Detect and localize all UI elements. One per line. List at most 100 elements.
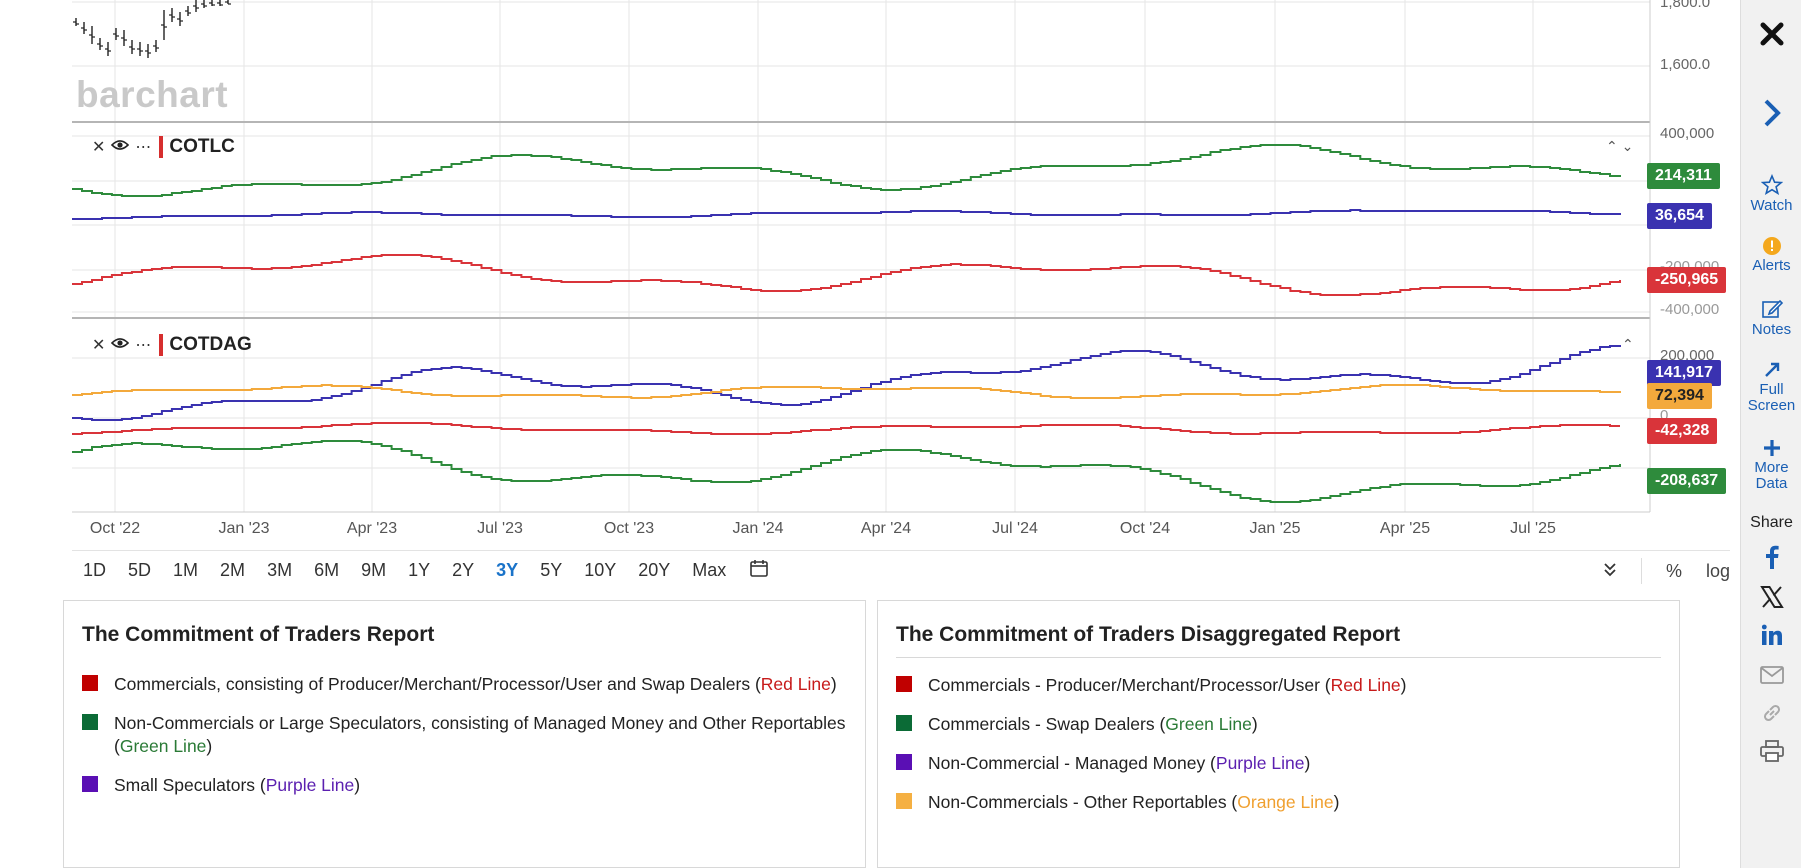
legend-text: Commercials - Swap Dealers (Green Line) xyxy=(928,714,1258,734)
legend-line-name: Red Line xyxy=(1330,675,1401,695)
range-button-10y[interactable]: 10Y xyxy=(584,560,617,580)
print-icon[interactable] xyxy=(1741,740,1801,762)
legend-swatch xyxy=(82,675,98,691)
chart-canvas[interactable] xyxy=(0,0,1740,550)
chart-area[interactable]: barchart 1,800.0 1,600.0 ✕ ⋯ COTLC ⌃ ⌄ 4… xyxy=(0,0,1740,550)
legend-text: Commercials - Producer/Merchant/Processo… xyxy=(928,675,1407,695)
cotlc-study-name: COTLC xyxy=(169,136,235,157)
time-axis-label: Oct '23 xyxy=(603,520,655,537)
close-pane-icon[interactable]: ✕ xyxy=(92,337,106,354)
time-axis-label: Oct '24 xyxy=(1119,520,1171,537)
range-button-5y[interactable]: 5Y xyxy=(540,560,563,580)
share-label: Share xyxy=(1750,514,1793,531)
cotdag-header: ✕ ⋯ COTDAG xyxy=(92,334,252,356)
more-options-icon[interactable]: ⋯ xyxy=(135,139,152,156)
cotdag-purple-value-badge: 141,917 xyxy=(1647,360,1721,386)
legend-item: Small Speculators (Purple Line) xyxy=(82,774,847,797)
range-selector: 1D 5D 1M 2M 3M 6M 9M 1Y 2Y 3Y 5Y 10Y 20Y Max xyxy=(72,560,737,581)
cotdag-green-line xyxy=(72,440,1621,503)
cotlc-axis-label: -400,000 xyxy=(1660,301,1720,318)
legend-item: Commercials - Producer/Merchant/Processo… xyxy=(896,674,1661,697)
notes-button[interactable]: Notes xyxy=(1741,298,1801,338)
legend-line-name: Orange Line xyxy=(1237,792,1334,812)
range-button-1y[interactable]: 1Y xyxy=(408,560,431,580)
legend-text: Non-Commercial - Managed Money (Purple L… xyxy=(928,753,1311,773)
facebook-icon[interactable] xyxy=(1741,545,1801,569)
legend-item: Commercials, consisting of Producer/Merc… xyxy=(82,673,847,696)
time-axis-label: Jan '23 xyxy=(218,520,270,537)
cotdag-red-line xyxy=(72,422,1620,435)
range-button-1m[interactable]: 1M xyxy=(173,560,199,580)
expand-arrow-icon xyxy=(1764,362,1779,377)
legend-text: Non-Commercials - Other Reportables (Ora… xyxy=(928,792,1340,812)
toolbar-divider xyxy=(1640,558,1642,584)
legend-text: Small Speculators (Purple Line) xyxy=(114,775,361,795)
eye-icon[interactable] xyxy=(111,138,130,156)
legend-line-name: Green Line xyxy=(119,736,207,756)
cotlc-purple-value-badge: 36,654 xyxy=(1647,203,1712,229)
range-button-max[interactable]: Max xyxy=(692,560,727,580)
linkedin-icon[interactable] xyxy=(1741,624,1801,646)
legend-item: Non-Commercials or Large Speculators, co… xyxy=(82,712,847,758)
cotlc-green-line xyxy=(72,144,1621,197)
cot-legend-list: Commercials, consisting of Producer/Merc… xyxy=(82,673,847,797)
legend-item: Non-Commercial - Managed Money (Purple L… xyxy=(896,752,1661,775)
cotdag-collapse-control[interactable]: ⌃ xyxy=(1622,336,1634,352)
chart-pane-bg xyxy=(72,126,1650,312)
legend-item: Non-Commercials - Other Reportables (Ora… xyxy=(896,791,1661,814)
time-axis-label: Jul '24 xyxy=(992,520,1038,537)
cotdag-orange-value-badge: 72,394 xyxy=(1647,383,1712,409)
range-button-5d[interactable]: 5D xyxy=(128,560,152,580)
time-axis-label: Jul '25 xyxy=(1510,520,1556,537)
dag-report-title: The Commitment of Traders Disaggregated … xyxy=(896,623,1661,658)
legend-swatch xyxy=(896,754,912,770)
range-button-20y[interactable]: 20Y xyxy=(638,560,671,580)
cot-report-panel: The Commitment of Traders Report Commerc… xyxy=(63,600,866,868)
more-options-icon[interactable]: ⋯ xyxy=(135,337,152,354)
log-toggle[interactable]: log xyxy=(1705,560,1730,581)
range-button-1d[interactable]: 1D xyxy=(83,560,107,580)
legend-swatch xyxy=(896,715,912,731)
close-pane-icon[interactable]: ✕ xyxy=(92,139,106,156)
time-axis-label: Apr '24 xyxy=(860,520,912,537)
percent-toggle[interactable]: % xyxy=(1665,560,1682,581)
more-data-button[interactable]: More Data xyxy=(1741,438,1801,492)
legend-line-name: Purple Line xyxy=(1215,753,1305,773)
range-button-3m[interactable]: 3M xyxy=(267,560,293,580)
range-button-2y[interactable]: 2Y xyxy=(452,560,475,580)
series-color-marker xyxy=(159,136,164,158)
legend-swatch xyxy=(896,793,912,809)
cotlc-purple-line xyxy=(72,209,1621,220)
time-axis-label: Jul '23 xyxy=(477,520,523,537)
x-twitter-icon[interactable] xyxy=(1741,585,1801,609)
chart-pane-bg xyxy=(72,320,1650,512)
legend-line-name: Purple Line xyxy=(265,775,355,795)
range-button-9m[interactable]: 9M xyxy=(361,560,387,580)
plus-icon xyxy=(1763,440,1780,456)
time-axis-label: Apr '25 xyxy=(1379,520,1431,537)
calendar-icon[interactable] xyxy=(749,558,769,583)
cotlc-collapse-controls[interactable]: ⌃ ⌄ xyxy=(1606,138,1634,154)
cotdag-green-value-badge: -208,637 xyxy=(1647,468,1727,494)
legend-text: Non-Commercials or Large Speculators, co… xyxy=(114,713,846,756)
eye-icon[interactable] xyxy=(111,336,130,354)
edit-icon xyxy=(1761,299,1783,318)
email-icon[interactable] xyxy=(1741,666,1801,684)
cotdag-study-name: COTDAG xyxy=(169,334,252,355)
link-icon[interactable] xyxy=(1741,702,1801,724)
watch-button[interactable]: Watch xyxy=(1741,174,1801,214)
legend-item: Commercials - Swap Dealers (Green Line) xyxy=(896,713,1661,736)
range-button-3y[interactable]: 3Y xyxy=(496,560,519,580)
expand-down-icon[interactable] xyxy=(1603,561,1617,582)
collapse-sidebar-chevron-icon[interactable] xyxy=(1741,98,1801,130)
range-button-2m[interactable]: 2M xyxy=(220,560,246,580)
close-button[interactable] xyxy=(1741,20,1801,50)
alerts-button[interactable]: Alerts xyxy=(1741,236,1801,274)
cotdag-red-value-badge: -42,328 xyxy=(1647,418,1718,444)
full-screen-button[interactable]: Full Screen xyxy=(1741,360,1801,414)
cotdag-axis-label: 200,000 xyxy=(1660,347,1715,364)
cotdag-orange-line xyxy=(72,384,1621,399)
cotlc-red-value-badge: -250,965 xyxy=(1647,267,1727,293)
cotlc-axis-label: 400,000 xyxy=(1660,125,1715,142)
range-button-6m[interactable]: 6M xyxy=(314,560,340,580)
